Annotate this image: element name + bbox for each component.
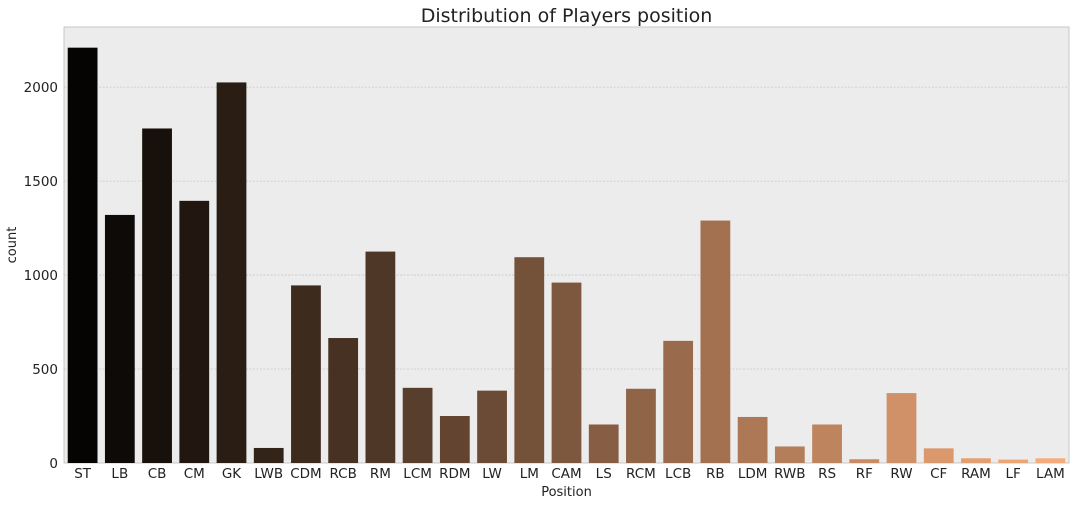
x-tick-label: RS — [818, 466, 836, 482]
bar-lam — [1035, 458, 1066, 463]
x-tick-label: RCB — [329, 466, 356, 482]
bar-st — [67, 47, 98, 463]
bar-ls — [588, 424, 619, 463]
x-tick-label: CF — [930, 466, 947, 482]
bar-ram — [961, 458, 991, 463]
x-tick-label: RF — [856, 466, 873, 482]
chart-title: Distribution of Players position — [421, 5, 713, 27]
bar-rf — [849, 459, 880, 463]
bar-lb — [104, 214, 135, 463]
bar-rb — [700, 220, 731, 463]
bar-cam — [551, 282, 582, 463]
bar-rcm — [626, 388, 656, 463]
x-tick-label: RCM — [626, 466, 656, 482]
x-tick-label: CB — [148, 466, 167, 482]
bar-lm — [514, 257, 545, 463]
bar-lcm — [402, 387, 433, 463]
x-tick-label: RDM — [439, 466, 470, 482]
bar-lf — [998, 459, 1029, 463]
bar-lwb — [253, 447, 284, 463]
x-tick-labels: ST LB CB CM GK LWB CDM RCB RM LCM RDM LW LM CAM LS RCM L… — [74, 466, 1065, 482]
bar-gk — [216, 82, 247, 464]
bar-rm — [365, 251, 396, 463]
x-tick-label: LDM — [738, 466, 768, 482]
x-tick-label: LM — [520, 466, 539, 482]
bar-ldm — [737, 416, 768, 463]
y-tick-label: 1500 — [24, 174, 58, 190]
y-tick-labels: 0 500 1000 1500 2000 — [24, 80, 58, 472]
x-tick-label: LWB — [254, 466, 283, 482]
y-axis-label: count — [5, 227, 20, 264]
bar-rdm — [439, 416, 470, 463]
bar-rwb — [774, 446, 805, 463]
x-axis-label: Position — [541, 485, 592, 500]
x-tick-label: LAM — [1036, 466, 1065, 482]
bar-lcb — [663, 340, 694, 463]
x-tick-label: RM — [370, 466, 391, 482]
x-tick-label: ST — [74, 466, 92, 482]
bars — [67, 47, 1066, 464]
y-tick-label: 1000 — [24, 268, 58, 284]
bar-lw — [477, 390, 507, 463]
x-tick-label: RW — [890, 466, 912, 482]
x-tick-label: LCB — [665, 466, 691, 482]
x-tick-label: LB — [111, 466, 128, 482]
bar-rcb — [328, 338, 359, 463]
x-tick-label: CAM — [551, 466, 581, 482]
y-tick-label: 2000 — [24, 80, 58, 96]
x-tick-label: LCM — [403, 466, 432, 482]
x-tick-label: GK — [222, 466, 242, 482]
bar-rs — [812, 424, 842, 463]
x-tick-label: CDM — [290, 466, 321, 482]
x-tick-label: LF — [1006, 466, 1021, 482]
bar-cb — [142, 128, 172, 463]
x-tick-label: LW — [482, 466, 502, 482]
x-tick-label: RWB — [774, 466, 805, 482]
bar-cm — [179, 200, 210, 463]
y-tick-label: 500 — [32, 362, 58, 378]
x-tick-label: RAM — [961, 466, 991, 482]
x-tick-label: LS — [596, 466, 612, 482]
bar-cdm — [291, 285, 321, 463]
bar-cf — [923, 448, 954, 463]
y-tick-label: 0 — [49, 456, 58, 472]
x-tick-label: CM — [184, 466, 205, 482]
x-tick-label: RB — [706, 466, 725, 482]
bar-rw — [886, 393, 917, 463]
